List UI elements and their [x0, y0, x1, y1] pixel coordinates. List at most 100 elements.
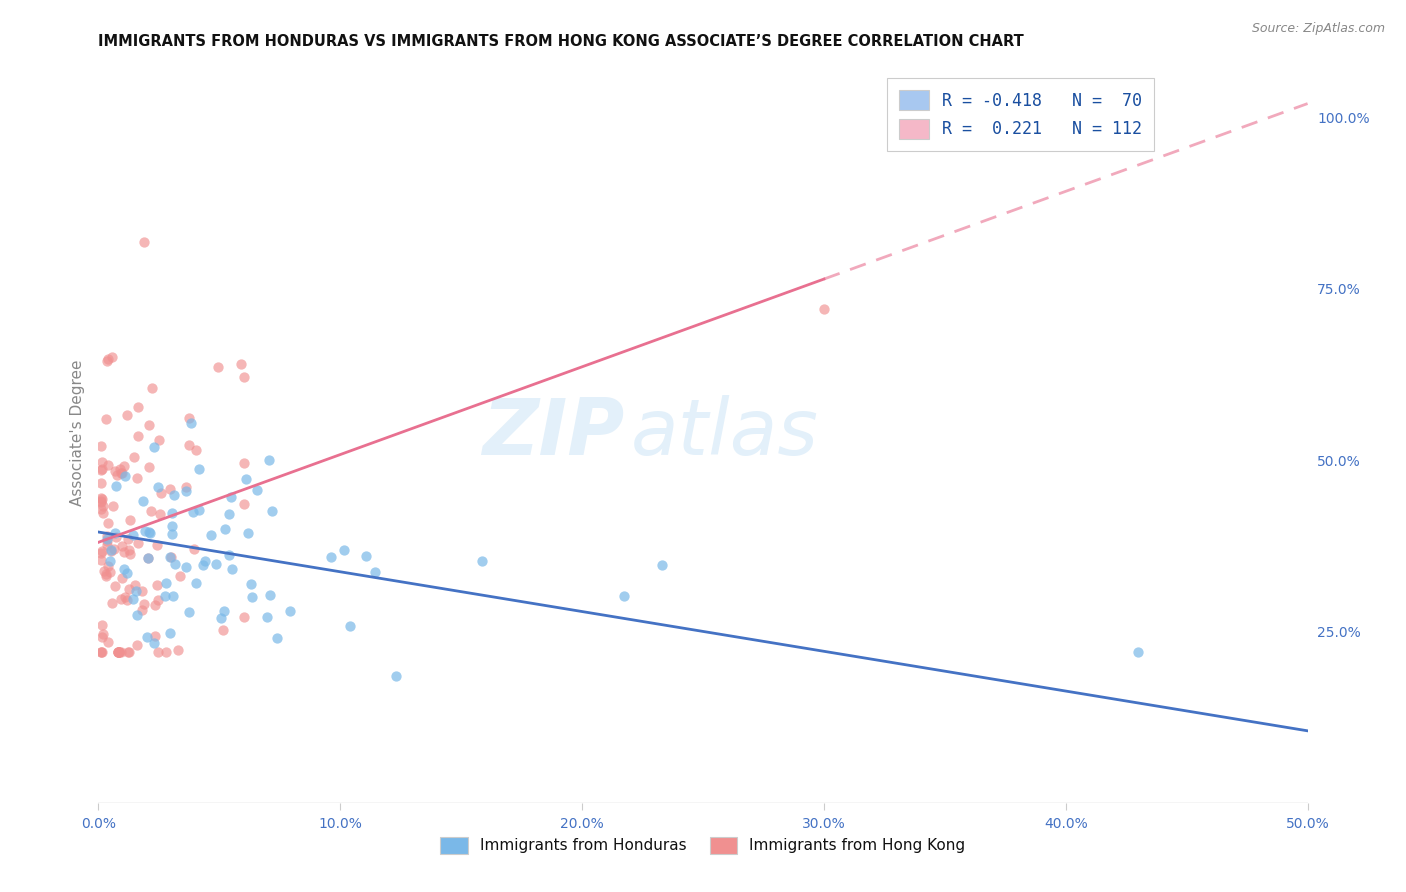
Point [104, 530, 127, 544]
Point [97, 516, 120, 531]
Point [613, 589, 636, 603]
Point [333, 542, 356, 557]
Point [184, 443, 207, 458]
Point [188, 462, 211, 476]
Point [97, 635, 120, 649]
Point [124, 578, 146, 592]
Point [207, 359, 229, 374]
Point [471, 554, 494, 568]
Point [132, 493, 155, 508]
Point [121, 528, 143, 542]
Point [174, 560, 197, 574]
Point [169, 569, 191, 583]
Point [90, 553, 112, 567]
Point [136, 551, 159, 566]
Point [112, 544, 135, 558]
Point [193, 558, 215, 573]
Point [90, 439, 112, 453]
Point [91, 499, 114, 513]
Point [127, 536, 149, 550]
Point [104, 464, 127, 478]
Point [114, 590, 136, 604]
Point [115, 592, 138, 607]
Point [136, 551, 159, 566]
Point [134, 524, 156, 538]
Point [354, 549, 377, 563]
Point [120, 513, 142, 527]
Point [90, 645, 112, 659]
Point [118, 645, 141, 659]
Point [125, 638, 148, 652]
Point [108, 461, 131, 475]
Point [145, 578, 167, 592]
Point [146, 480, 169, 494]
Point [118, 542, 141, 557]
Point [90, 494, 112, 508]
Point [96, 353, 118, 368]
Point [96, 529, 118, 543]
Point [94, 412, 117, 426]
Point [236, 525, 259, 540]
Point [91, 455, 114, 469]
Point [160, 549, 183, 564]
Point [115, 566, 138, 580]
Point [165, 557, 187, 571]
Point [138, 459, 160, 474]
Point [364, 565, 387, 579]
Point [166, 642, 188, 657]
Point [218, 548, 240, 562]
Point [212, 604, 235, 618]
Point [107, 645, 129, 659]
Point [385, 669, 408, 683]
Point [108, 645, 131, 659]
Point [115, 408, 138, 422]
Point [246, 483, 269, 497]
Point [104, 479, 127, 493]
Point [124, 583, 146, 598]
Point [90, 494, 112, 508]
Point [112, 562, 135, 576]
Point [100, 544, 122, 558]
Point [107, 645, 129, 659]
Point [98, 554, 121, 568]
Point [111, 571, 134, 585]
Point [160, 527, 183, 541]
Y-axis label: Associate's Degree: Associate's Degree [69, 359, 84, 506]
Point [96, 533, 118, 547]
Point [90, 501, 112, 516]
Point [90, 462, 112, 476]
Point [209, 611, 232, 625]
Point [90, 475, 112, 490]
Point [339, 618, 361, 632]
Point [125, 471, 148, 485]
Point [103, 499, 125, 513]
Point [100, 543, 122, 558]
Point [93, 627, 115, 641]
Point [101, 596, 124, 610]
Point [125, 608, 148, 623]
Point [101, 351, 124, 365]
Point [117, 645, 139, 659]
Text: atlas: atlas [630, 394, 818, 471]
Point [153, 589, 176, 603]
Point [111, 466, 134, 480]
Point [91, 506, 114, 520]
Point [105, 468, 128, 483]
Point [256, 610, 278, 624]
Point [257, 453, 280, 467]
Point [211, 623, 233, 637]
Point [111, 539, 134, 553]
Point [104, 579, 127, 593]
Point [91, 631, 114, 645]
Point [110, 645, 132, 659]
Text: Source: ZipAtlas.com: Source: ZipAtlas.com [1251, 22, 1385, 36]
Point [131, 583, 153, 598]
Point [107, 645, 129, 659]
Point [141, 381, 163, 395]
Point [143, 628, 166, 642]
Point [118, 582, 141, 597]
Point [127, 429, 149, 443]
Point [127, 400, 149, 414]
Point [94, 566, 117, 581]
Point [91, 645, 114, 659]
